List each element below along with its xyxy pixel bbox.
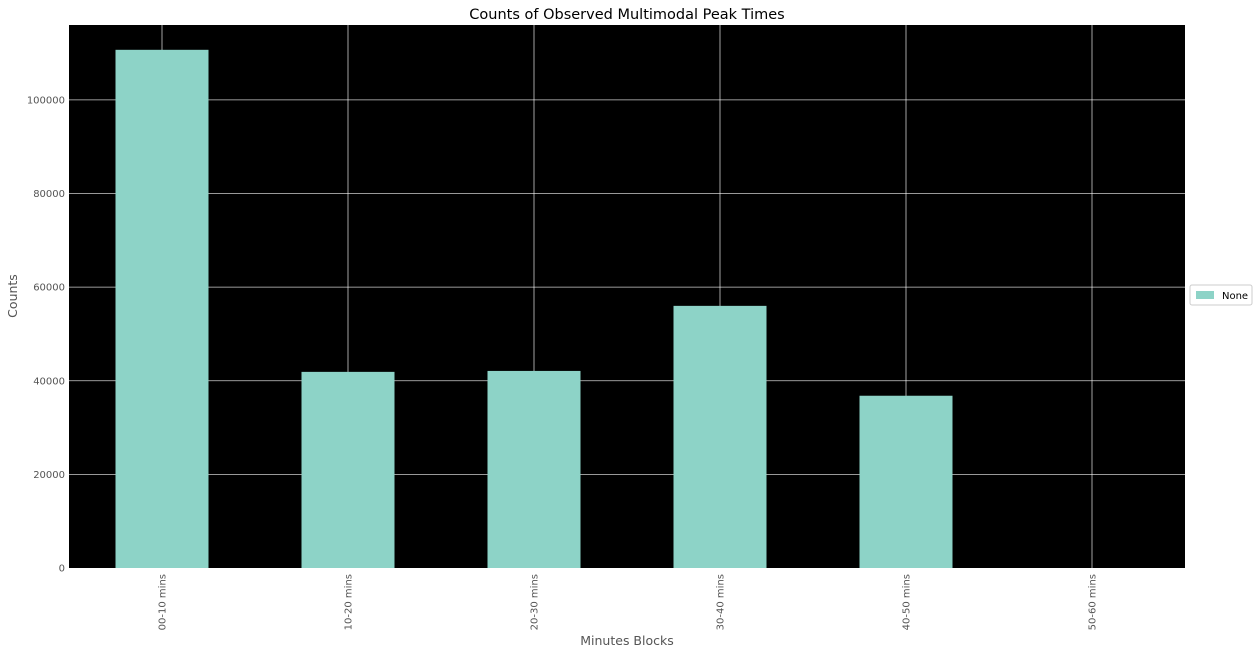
y-tick-label: 20000 [33, 470, 65, 481]
x-axis-label: Minutes Blocks [580, 633, 674, 648]
legend-swatch [1196, 291, 1214, 299]
x-tick-label: 00-10 mins [158, 574, 169, 630]
x-axis-ticks: 00-10 mins 10-20 mins 20-30 mins 30-40 mins… [158, 574, 1099, 630]
bar [115, 49, 209, 568]
bar [301, 371, 395, 568]
bar [859, 395, 953, 568]
x-tick-label: 40-50 mins [902, 574, 913, 630]
x-tick-label: 10-20 mins [344, 574, 355, 630]
bars [115, 49, 953, 568]
y-axis-ticks: 0 20000 40000 60000 80000 100000 [27, 95, 65, 574]
legend-label: None [1222, 291, 1248, 302]
y-tick-label: 100000 [27, 95, 65, 106]
x-tick-label: 20-30 mins [530, 574, 541, 630]
x-tick-label: 50-60 mins [1088, 574, 1099, 630]
plot-area [69, 25, 1185, 568]
bar [487, 370, 581, 568]
legend-box [1189, 284, 1253, 306]
y-axis-label: Counts [5, 274, 20, 318]
y-tick-label: 60000 [33, 283, 65, 294]
legend: None [1189, 284, 1253, 306]
bar [673, 305, 767, 568]
x-tick-label: 30-40 mins [716, 574, 727, 630]
y-tick-label: 40000 [33, 376, 65, 387]
y-tick-label: 80000 [33, 189, 65, 200]
chart-title: Counts of Observed Multimodal Peak Times [469, 7, 784, 23]
y-tick-label: 0 [59, 564, 65, 575]
